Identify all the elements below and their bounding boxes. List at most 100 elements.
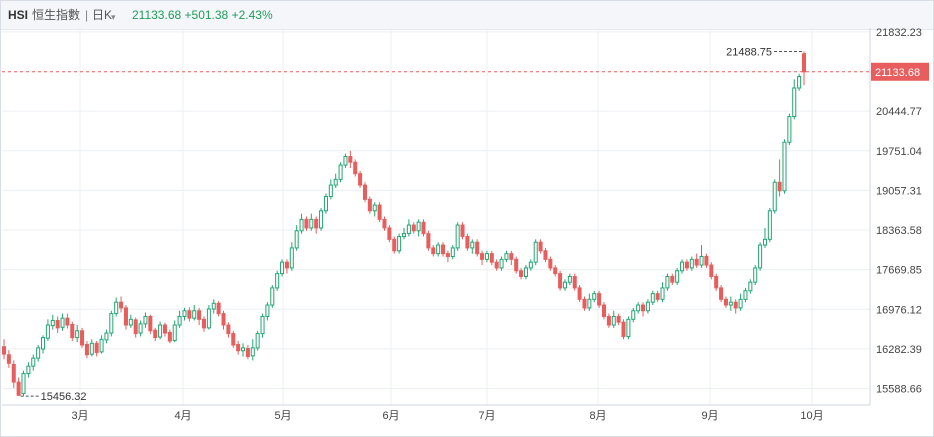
candle-body bbox=[45, 324, 50, 339]
x-tick-label-4: 7月 bbox=[478, 410, 495, 422]
candle-body bbox=[475, 241, 480, 255]
candle bbox=[431, 245, 436, 257]
chevron-down-icon[interactable]: ▾ bbox=[111, 12, 116, 22]
candle bbox=[89, 339, 94, 357]
candle-body bbox=[358, 173, 363, 186]
candle-body bbox=[309, 218, 314, 229]
candle-body bbox=[465, 235, 470, 249]
candle-body bbox=[55, 319, 60, 329]
candle bbox=[104, 329, 109, 344]
price-change-pct: +2.43% bbox=[231, 8, 273, 22]
candle bbox=[426, 230, 431, 251]
candle-body bbox=[104, 332, 109, 341]
candle bbox=[109, 310, 114, 337]
candle-body bbox=[299, 218, 304, 232]
candle-body bbox=[50, 319, 55, 327]
candle-body bbox=[94, 342, 99, 353]
candle bbox=[772, 179, 777, 214]
candle bbox=[728, 296, 733, 311]
candle bbox=[660, 282, 665, 303]
candle bbox=[182, 307, 187, 321]
candle-body bbox=[777, 181, 782, 192]
candle bbox=[548, 256, 553, 271]
candle-body bbox=[6, 354, 11, 364]
candle bbox=[94, 341, 99, 357]
candle bbox=[621, 319, 626, 340]
candle-body bbox=[694, 258, 699, 266]
candle-body bbox=[319, 210, 324, 229]
candle bbox=[270, 285, 275, 308]
candle bbox=[582, 296, 587, 311]
candle bbox=[99, 335, 104, 354]
candle bbox=[767, 207, 772, 243]
candle-body bbox=[84, 343, 89, 356]
candle-body bbox=[41, 337, 46, 350]
candle bbox=[75, 325, 80, 343]
index-name: 恒生指數 bbox=[32, 8, 81, 22]
candle bbox=[128, 314, 133, 328]
candle-body bbox=[162, 324, 167, 334]
x-tick-label-3: 6月 bbox=[382, 410, 399, 422]
candle bbox=[231, 330, 236, 348]
candle bbox=[416, 219, 421, 237]
candle-body bbox=[348, 156, 353, 163]
candle bbox=[216, 301, 221, 317]
candle bbox=[655, 290, 660, 303]
candle bbox=[114, 297, 119, 317]
candle-body bbox=[538, 241, 543, 252]
candle-body bbox=[333, 178, 338, 186]
candle-body bbox=[631, 310, 636, 320]
candle bbox=[543, 247, 548, 263]
candle bbox=[70, 321, 75, 342]
candle-body bbox=[704, 255, 709, 266]
candle bbox=[626, 316, 631, 340]
candle bbox=[397, 233, 402, 254]
candle-body bbox=[728, 301, 733, 306]
candle-body bbox=[577, 287, 582, 300]
candle-body bbox=[1, 346, 7, 355]
candle bbox=[455, 222, 460, 251]
candle-body bbox=[406, 224, 411, 235]
candle-body bbox=[148, 315, 153, 332]
candle-body bbox=[801, 53, 807, 73]
candle-body bbox=[270, 287, 275, 306]
candle-body bbox=[372, 204, 377, 212]
candle-body bbox=[636, 304, 641, 312]
candle bbox=[528, 259, 533, 271]
high-label: 21488.75 bbox=[726, 46, 772, 58]
candle-body bbox=[172, 324, 177, 341]
candle-body bbox=[797, 76, 802, 89]
candle-body bbox=[733, 301, 738, 309]
candle bbox=[377, 202, 382, 223]
candle-body bbox=[109, 313, 114, 334]
candle-body bbox=[641, 304, 646, 312]
candle bbox=[36, 345, 41, 362]
candle-body bbox=[499, 258, 504, 269]
candle bbox=[792, 79, 797, 120]
candle bbox=[299, 213, 304, 234]
candle-body bbox=[265, 304, 270, 317]
candle-body bbox=[377, 204, 382, 220]
candle-body bbox=[767, 210, 772, 240]
period-selector[interactable]: 日K bbox=[92, 8, 113, 22]
candle bbox=[436, 242, 441, 257]
candle bbox=[275, 270, 280, 291]
x-tick-label-0: 3月 bbox=[71, 410, 88, 422]
candle bbox=[314, 216, 319, 234]
candle-body bbox=[128, 318, 133, 326]
candle bbox=[758, 242, 763, 271]
candle bbox=[558, 270, 563, 291]
candle-body bbox=[289, 247, 294, 269]
candle-body bbox=[548, 258, 553, 269]
candle-body bbox=[592, 293, 597, 300]
x-tick-label-1: 4月 bbox=[174, 410, 191, 422]
candle-body bbox=[284, 261, 289, 269]
candle bbox=[572, 273, 577, 291]
candle bbox=[523, 265, 528, 280]
candle bbox=[645, 299, 650, 314]
candle-body bbox=[441, 244, 446, 255]
candle bbox=[533, 239, 538, 266]
candle bbox=[45, 319, 50, 342]
candle bbox=[11, 360, 16, 388]
